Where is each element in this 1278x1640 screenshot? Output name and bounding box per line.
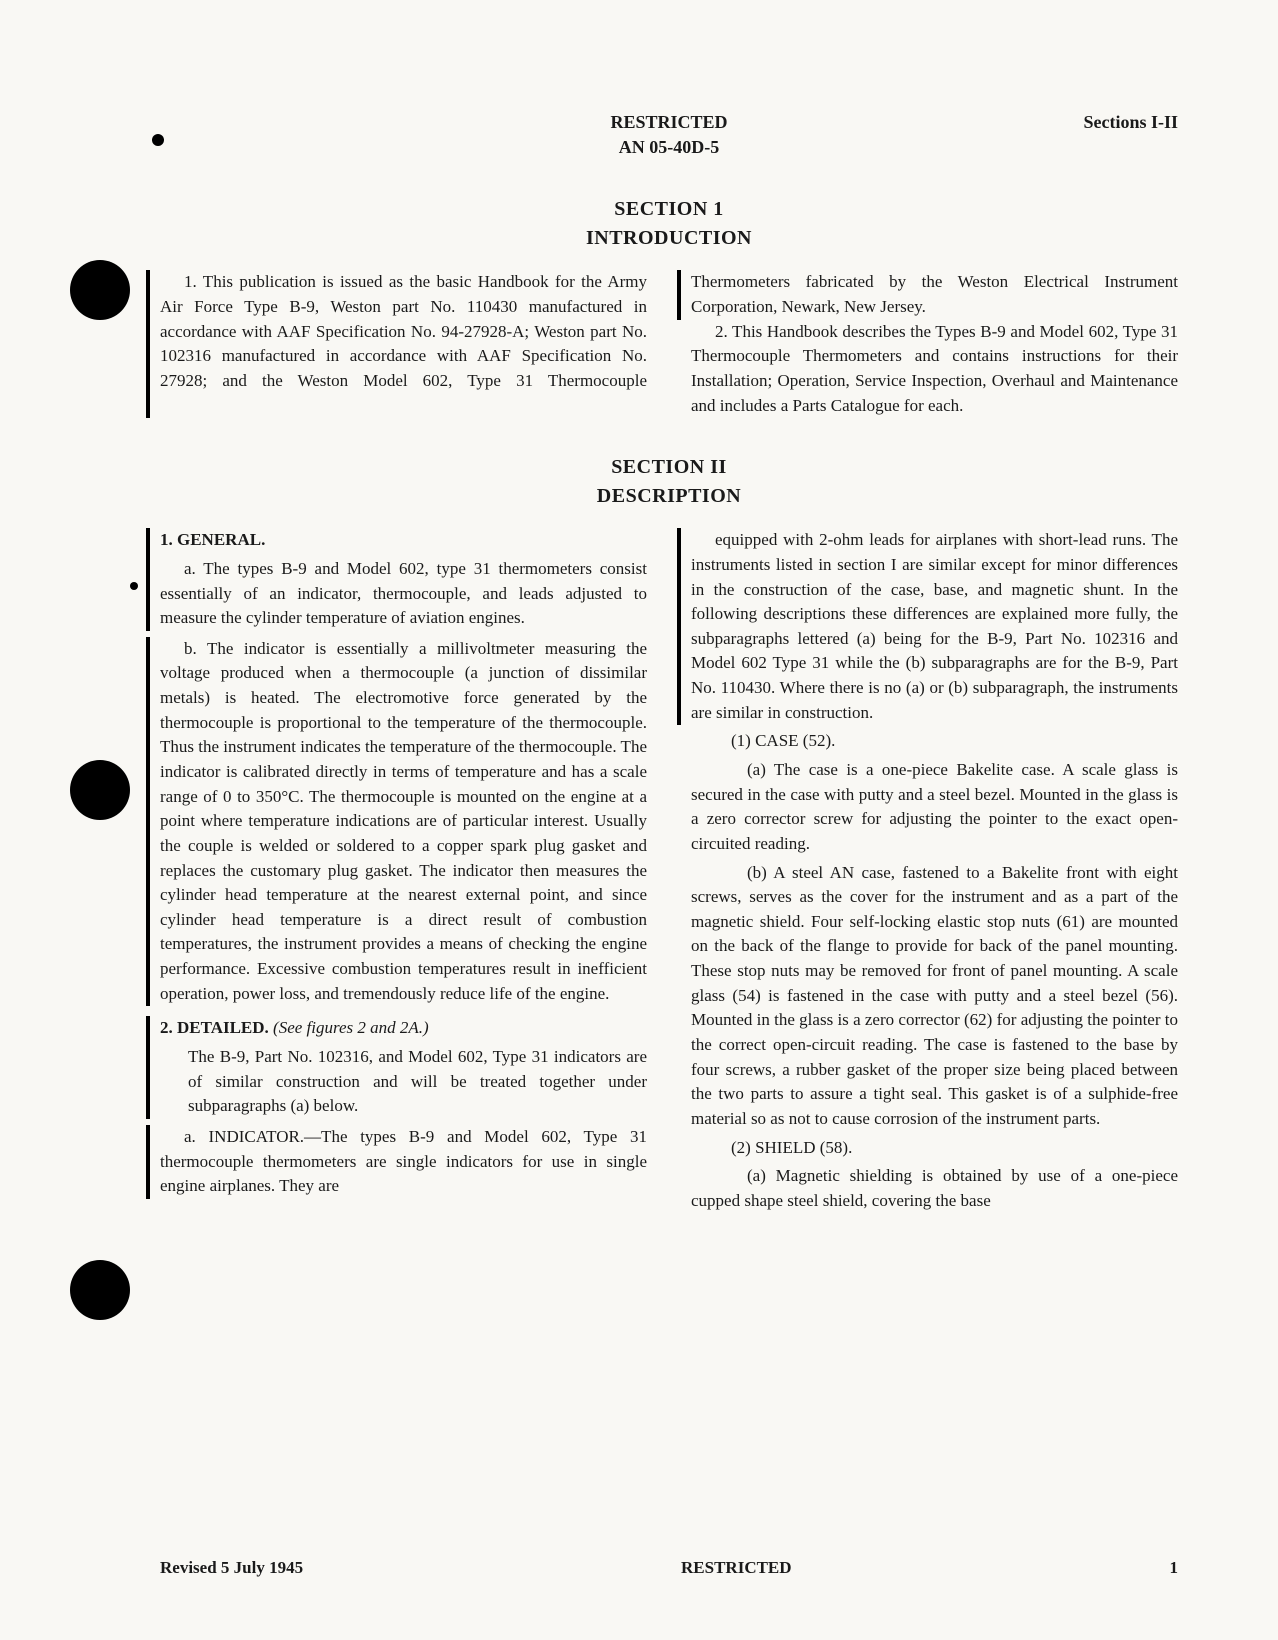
section2-h1: 1. GENERAL. (160, 528, 647, 553)
revision-bar: 2. DETAILED. (See figures 2 and 2A.) The… (146, 1016, 647, 1119)
ink-mark (130, 582, 138, 590)
section-2-heading: SECTION II (160, 456, 1178, 479)
punch-hole (70, 1260, 130, 1320)
section-2-body: 1. GENERAL. a. The types B-9 and Model 6… (160, 528, 1178, 1213)
header-doc-number: AN 05-40D-5 (160, 135, 1178, 160)
page: RESTRICTED AN 05-40D-5 Sections I-II SEC… (0, 0, 1278, 1640)
section1-para2: 2. This Handbook describes the Types B-9… (691, 320, 1178, 419)
section2-shield-heading: (2) SHIELD (58). (691, 1136, 1178, 1161)
revision-bar: b. The indicator is essentially a milliv… (146, 637, 647, 1007)
punch-hole (70, 760, 130, 820)
section2-case-a: (a) The case is a one-piece Bakelite cas… (691, 758, 1178, 857)
section2-shield-a: (a) Magnetic shielding is obtained by us… (691, 1164, 1178, 1213)
page-header: RESTRICTED AN 05-40D-5 Sections I-II (160, 110, 1178, 160)
revision-bar: a. INDICATOR.—The types B-9 and Model 60… (146, 1125, 647, 1199)
section2-indicator-cont: equipped with 2-ohm leads for airplanes … (691, 528, 1178, 725)
header-classification: RESTRICTED (160, 110, 1178, 135)
section2-case-b: (b) A steel AN case, fastened to a Bakel… (691, 861, 1178, 1132)
section2-para-1b: b. The indicator is essentially a milliv… (160, 637, 647, 1007)
section-1-heading: SECTION 1 (160, 198, 1178, 221)
footer-page-number: 1 (1169, 1558, 1178, 1578)
section2-h2-num: 2. (160, 1018, 173, 1037)
footer-revised: Revised 5 July 1945 (160, 1558, 303, 1578)
punch-hole (70, 260, 130, 320)
section2-h1-label: GENERAL. (177, 530, 265, 549)
section-1-subheading: INTRODUCTION (160, 227, 1178, 250)
section-2-subheading: DESCRIPTION (160, 485, 1178, 508)
section2-detailed-intro: The B-9, Part No. 102316, and Model 602,… (188, 1045, 647, 1119)
section2-h2-ref: (See figures 2 and 2A.) (273, 1018, 429, 1037)
section2-indicator-lead: a. INDICATOR.—The types B-9 and Model 60… (160, 1125, 647, 1199)
section2-h1-num: 1. (160, 530, 173, 549)
revision-bar: equipped with 2-ohm leads for airplanes … (677, 528, 1178, 725)
header-sections-label: Sections I-II (1083, 110, 1178, 135)
section-1-body: 1. This publication is issued as the bas… (160, 270, 1178, 418)
revision-bar: 1. GENERAL. a. The types B-9 and Model 6… (146, 528, 647, 631)
page-footer: Revised 5 July 1945 RESTRICTED 1 (160, 1558, 1178, 1578)
footer-classification: RESTRICTED (681, 1558, 792, 1578)
section2-h2-label: DETAILED. (177, 1018, 269, 1037)
section2-h2: 2. DETAILED. (See figures 2 and 2A.) (160, 1016, 647, 1041)
section2-para-1a: a. The types B-9 and Model 602, type 31 … (160, 557, 647, 631)
section2-case-heading: (1) CASE (52). (691, 729, 1178, 754)
